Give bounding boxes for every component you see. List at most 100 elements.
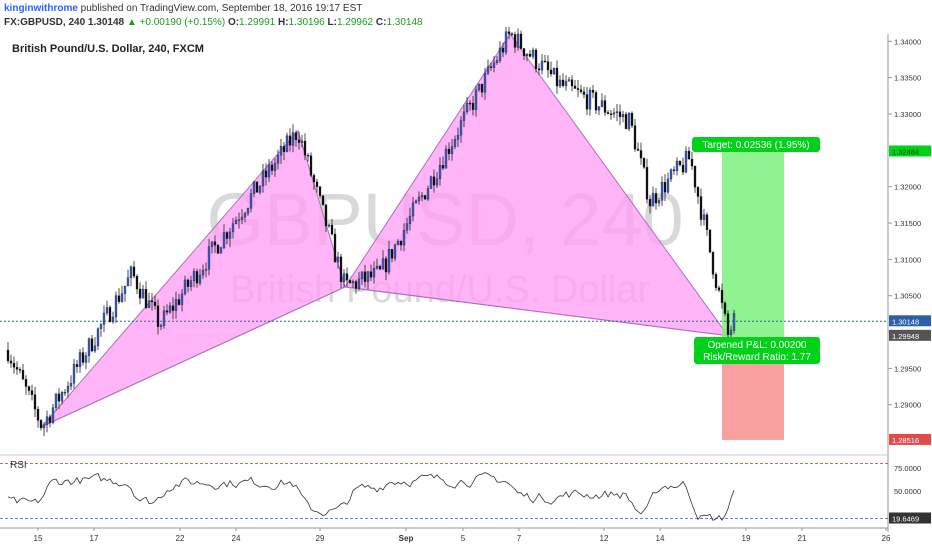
candle-up (411, 202, 415, 217)
price-tick-label: 1.33000 (894, 110, 921, 119)
time-tick-label: 21 (798, 534, 807, 543)
target-price-badge: 1.32484 (892, 147, 919, 156)
publish-header: kinginwithrome published on TradingView.… (4, 3, 362, 14)
candle-down (18, 369, 22, 371)
candle-up (360, 271, 364, 280)
candle-up (402, 230, 406, 246)
symbol-name: FX:GBPUSD, 240 (4, 17, 86, 28)
candle-down (255, 181, 259, 193)
candle-down (318, 186, 322, 196)
rsi-tick-label: 50.0000 (894, 487, 921, 496)
candle-up (702, 214, 706, 220)
last-price: 1.30148 (87, 17, 125, 28)
candle-down (345, 273, 349, 281)
current-price-badge: 1.30148 (892, 317, 919, 326)
candle-down (363, 271, 367, 282)
candle-up (189, 280, 193, 287)
candle-up (597, 106, 601, 111)
candle-down (687, 150, 691, 160)
candle-up (279, 146, 283, 156)
candle-up (669, 169, 673, 180)
candle-down (693, 165, 697, 188)
candle-up (204, 269, 208, 271)
candle-down (378, 265, 382, 270)
candle-down (303, 140, 307, 156)
candle-up (666, 178, 670, 193)
candle-up (249, 193, 253, 209)
rsi-value-badge: 19.6469 (892, 515, 919, 524)
candle-up (276, 155, 280, 164)
candle-down (216, 245, 220, 254)
rsi-line (7, 472, 735, 522)
candle-down (348, 280, 352, 284)
candle-down (324, 204, 328, 227)
candle-down (468, 102, 472, 105)
candle-down (15, 367, 19, 370)
candle-up (198, 274, 202, 284)
candle-down (648, 199, 652, 207)
candle-up (126, 277, 130, 287)
candle-down (708, 229, 712, 253)
candle-down (573, 85, 577, 89)
candle-down (681, 164, 685, 173)
open-label: O: (227, 17, 240, 28)
candle-up (456, 135, 460, 140)
target-label: Target: 0.02536 (1.95%) (702, 140, 809, 151)
price-tick-label: 1.34000 (894, 37, 921, 46)
candle-up (615, 111, 619, 113)
candle-up (660, 182, 664, 201)
candle-down (606, 112, 610, 114)
price-tick-label: 1.33500 (894, 74, 921, 83)
candle-down (678, 161, 682, 166)
candle-down (57, 393, 61, 402)
candle-up (228, 231, 232, 239)
price-tick-label: 1.29500 (894, 364, 921, 373)
candle-up (78, 352, 82, 367)
candle-down (132, 266, 136, 277)
candle-up (552, 67, 556, 75)
candle-up (219, 247, 223, 254)
candle-down (546, 61, 550, 71)
candle-down (399, 240, 403, 246)
candle-down (288, 135, 292, 146)
candle-down (507, 31, 511, 34)
candle-up (285, 135, 289, 152)
price-tick-label: 1.30500 (894, 292, 921, 301)
candle-down (663, 182, 667, 193)
candle-up (159, 325, 163, 327)
candle-down (723, 302, 727, 314)
candle-down (138, 288, 142, 299)
pl-label: Opened P&L: 0.00200 (708, 340, 807, 351)
candle-down (177, 299, 181, 305)
low-value: 1.29962 (336, 17, 374, 28)
candle-up (240, 216, 244, 220)
candle-down (696, 187, 700, 197)
candle-down (270, 164, 274, 171)
price-tick-label: 1.29000 (894, 401, 921, 410)
candle-down (720, 289, 724, 304)
candle-down (579, 89, 583, 93)
candle-up (387, 249, 391, 273)
candle-down (594, 92, 598, 111)
stop-zone (722, 350, 784, 440)
candle-down (108, 307, 112, 323)
candle-down (699, 196, 703, 220)
candle-down (543, 60, 547, 63)
candle-down (165, 310, 169, 313)
candle-up (162, 310, 166, 326)
candle-up (168, 305, 172, 313)
candle-up (42, 424, 46, 429)
author-link[interactable]: kinginwithrome (4, 3, 78, 14)
candle-down (423, 195, 427, 200)
rsi-value-badge-bg (889, 512, 931, 524)
candle-up (102, 312, 106, 325)
time-tick-label: 14 (656, 534, 665, 543)
candle-up (729, 330, 733, 335)
candle-up (540, 60, 544, 71)
candle-up (141, 289, 145, 299)
candle-up (357, 278, 361, 289)
candle-down (6, 349, 10, 362)
close-value: 1.30148 (386, 17, 423, 28)
candle-up (372, 268, 376, 278)
